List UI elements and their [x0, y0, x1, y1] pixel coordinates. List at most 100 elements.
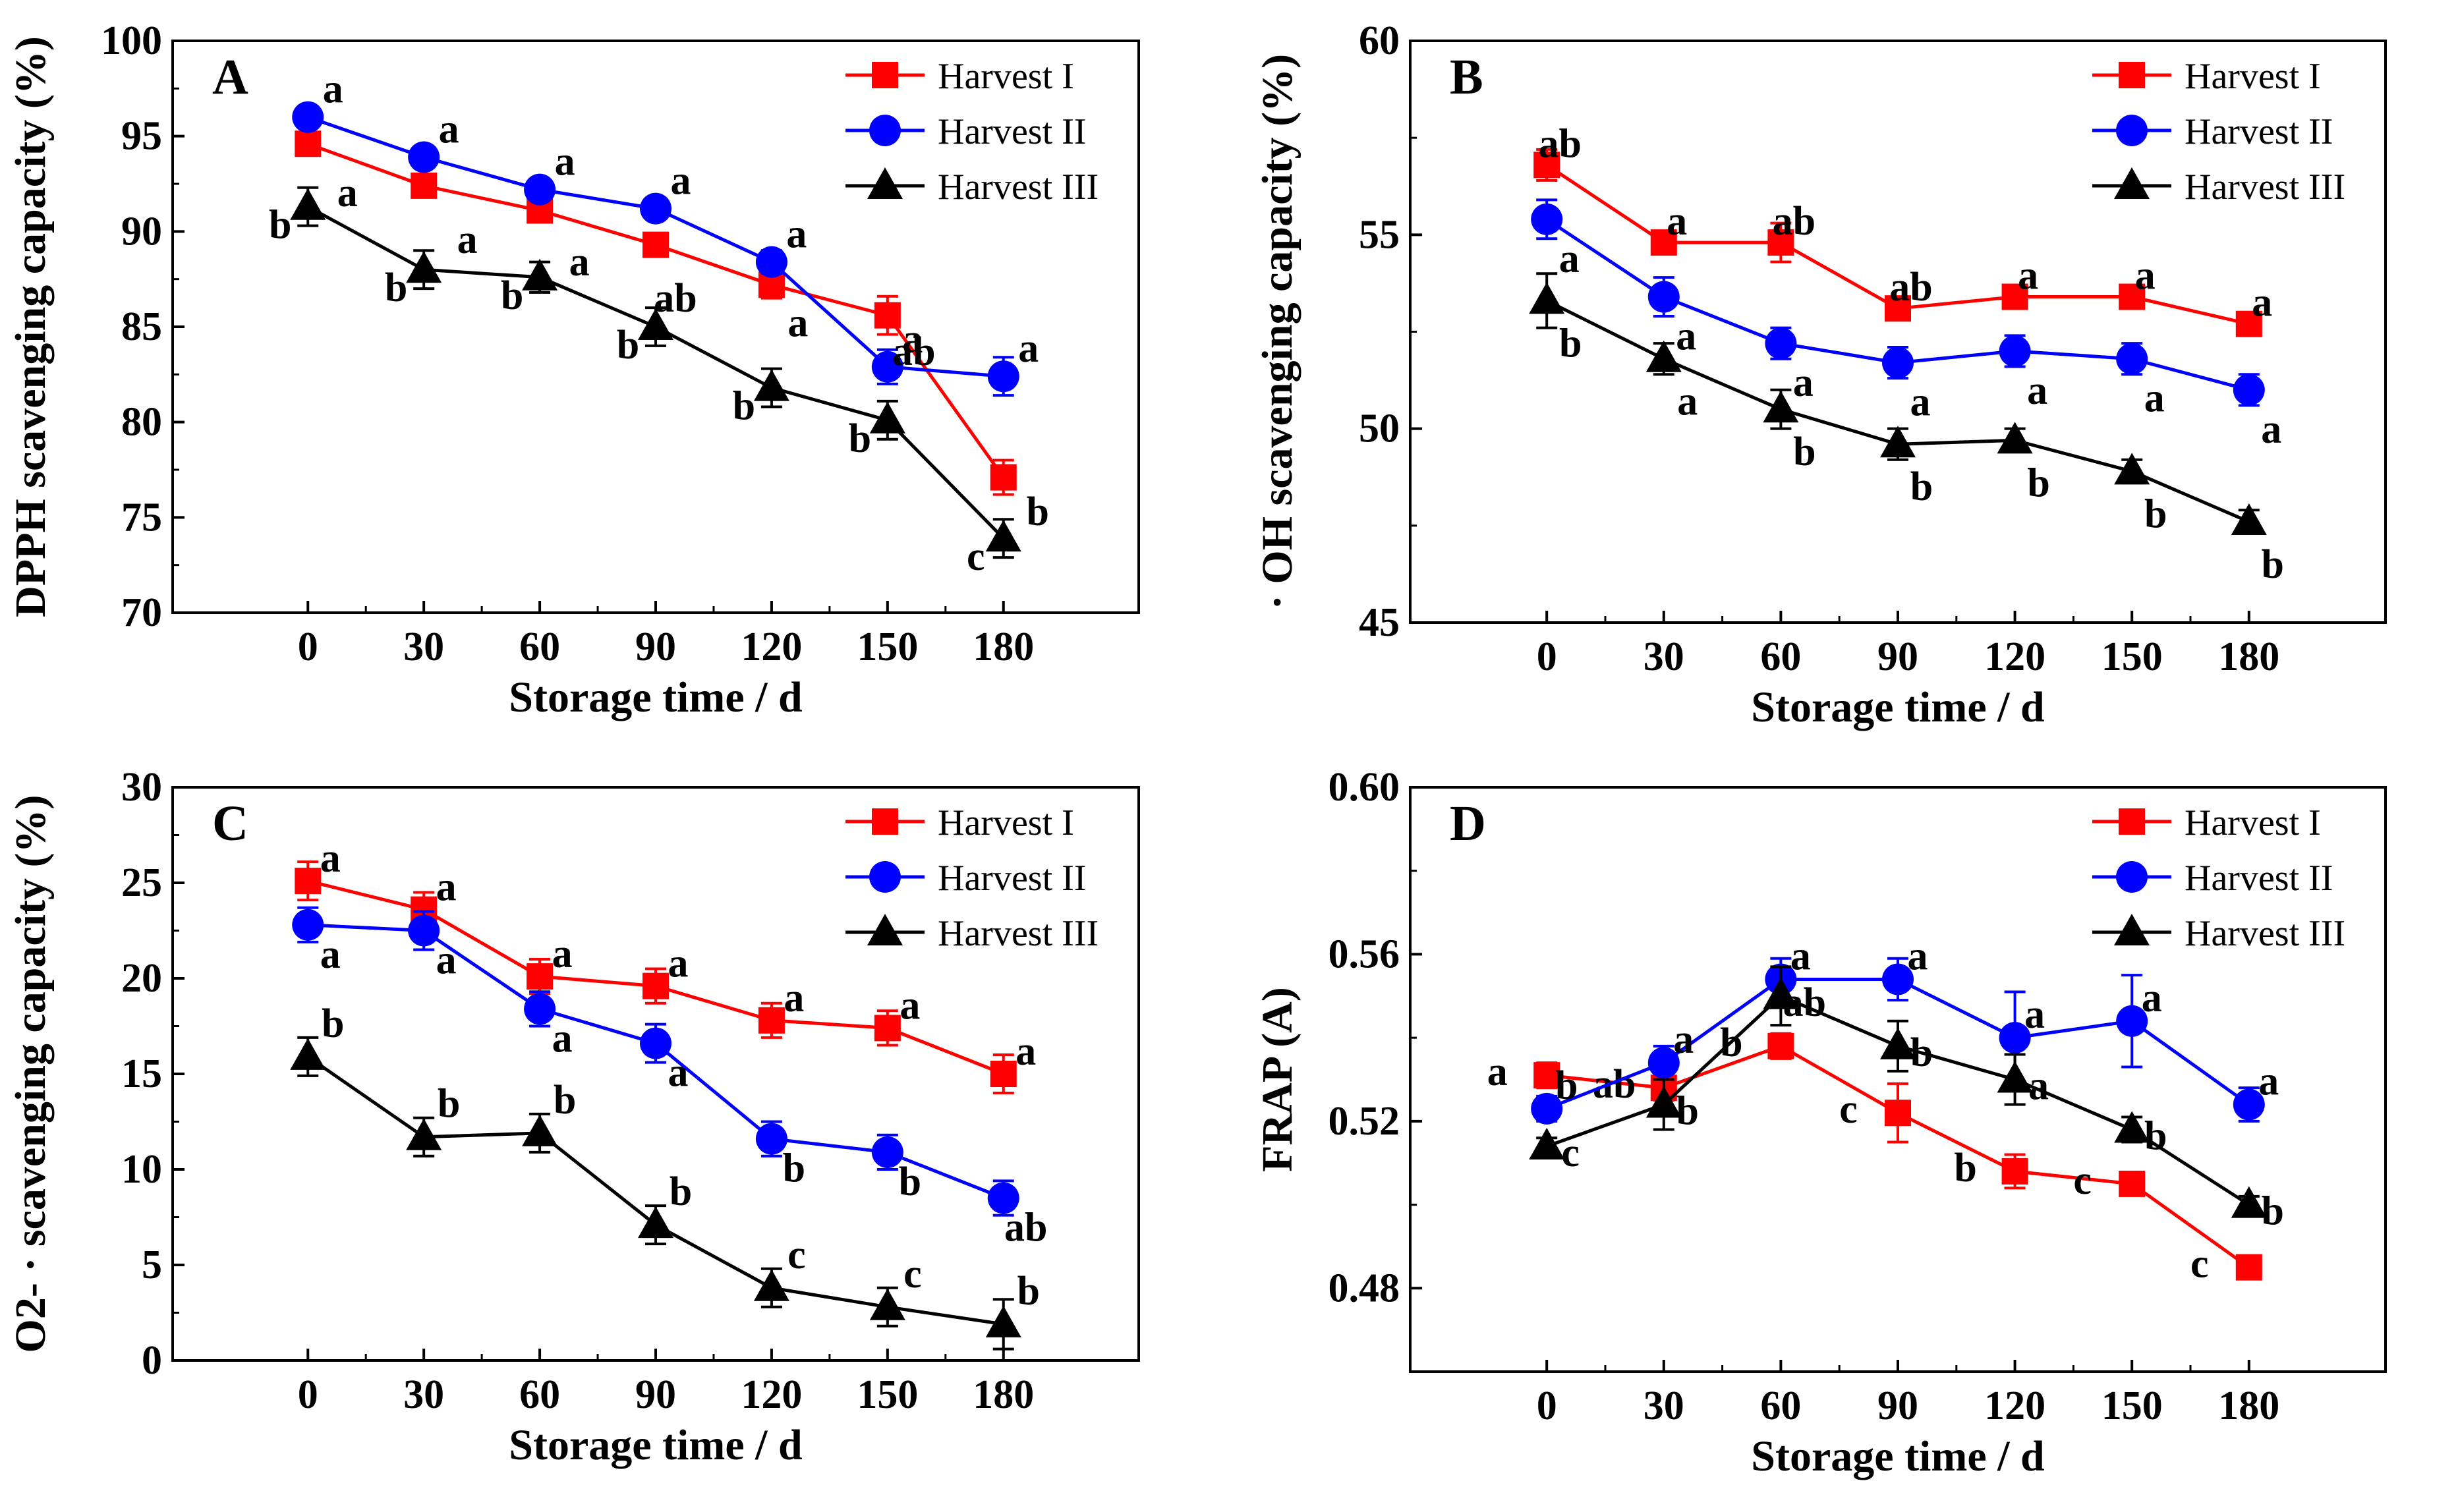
data-point-triangle: [1763, 977, 1799, 1009]
data-point-circle: [408, 141, 440, 173]
y-tick-label: 50: [1359, 406, 1400, 451]
data-point-circle: [987, 360, 1019, 393]
significance-label: a: [1487, 1050, 1508, 1094]
x-tick-label: 30: [403, 1372, 444, 1417]
data-point-circle: [1999, 335, 2031, 367]
data-point-triangle: [638, 1206, 673, 1239]
significance-label: a: [2028, 1064, 2049, 1109]
legend-marker-triangle: [867, 914, 903, 945]
data-point-square: [1533, 1062, 1560, 1089]
data-point-circle: [1531, 1092, 1563, 1125]
data-point-circle: [640, 1027, 672, 1059]
data-point-triangle: [753, 1269, 789, 1301]
significance-label: a: [552, 1016, 573, 1061]
significance-label: b: [2144, 491, 2167, 536]
significance-label: a: [457, 217, 478, 262]
y-tick-label: 0: [142, 1338, 162, 1383]
x-tick-label: 30: [403, 625, 444, 669]
data-point-square: [2119, 283, 2146, 310]
significance-label: c: [1561, 1131, 1580, 1175]
data-point-triangle: [522, 258, 558, 291]
significance-label: a: [569, 240, 590, 285]
data-point-circle: [640, 192, 672, 225]
significance-label: a: [439, 107, 459, 152]
series-harvest-ii: baa aa aa: [1531, 934, 2279, 1125]
data-point-circle: [2233, 374, 2265, 406]
significance-label: b: [783, 1146, 805, 1191]
x-tick-label: 120: [1984, 634, 2045, 679]
legend-label: Harvest I: [2185, 802, 2321, 843]
data-point-circle: [2233, 1088, 2265, 1121]
x-tick-label: 0: [298, 1372, 318, 1417]
data-point-triangle: [985, 1305, 1021, 1337]
significance-label: c: [2073, 1158, 2092, 1203]
significance-label: a: [1910, 380, 1931, 425]
legend-marker-circle: [2116, 861, 2148, 893]
legend-item: Harvest II: [2092, 111, 2333, 152]
significance-label: a: [1015, 1029, 1036, 1074]
data-point-square: [643, 231, 669, 258]
x-tick-label: 150: [857, 1372, 918, 1417]
data-point-square: [990, 464, 1017, 491]
legend-label: Harvest I: [938, 802, 1074, 843]
x-tick-label: 90: [635, 1372, 676, 1417]
data-point-triangle: [522, 1114, 558, 1146]
data-point-circle: [1999, 1022, 2031, 1054]
significance-label: a: [1559, 237, 1580, 281]
data-point-triangle: [1997, 422, 2033, 454]
data-point-triangle: [1529, 282, 1565, 314]
legend-marker-triangle: [867, 167, 903, 199]
significance-label: b: [1027, 490, 1049, 534]
significance-label: a: [320, 836, 341, 881]
significance-label: c: [967, 534, 985, 579]
data-point-triangle: [290, 1038, 326, 1070]
x-tick-label: 60: [519, 625, 560, 669]
significance-label: a: [2261, 407, 2281, 452]
data-point-square: [295, 868, 322, 895]
data-point-square: [1885, 1100, 1911, 1127]
y-tick-label: 85: [121, 304, 162, 349]
legend-item: Harvest I: [845, 802, 1074, 843]
y-tick-label: 30: [121, 765, 162, 810]
significance-label: a: [787, 300, 808, 345]
data-point-circle: [871, 350, 903, 383]
data-point-circle: [1647, 1047, 1680, 1079]
legend-label: Harvest II: [2185, 111, 2333, 152]
x-axis-title: Storage time / d: [509, 673, 802, 721]
chart-panel-A: 70 75 80 85 90 95 100 0 30 60 90 120 150 180 Storage t…: [7, 18, 1140, 721]
y-tick-label: 80: [121, 400, 162, 445]
legend-label: Harvest I: [938, 56, 1074, 97]
y-tick-label: 0.52: [1329, 1099, 1400, 1144]
data-point-square: [2235, 310, 2262, 337]
data-point-circle: [871, 1136, 903, 1168]
x-tick-label: 120: [741, 625, 802, 669]
significance-label: a: [900, 983, 920, 1028]
data-point-triangle: [2114, 453, 2150, 485]
x-tick-label: 120: [1984, 1384, 2045, 1428]
data-point-square: [2235, 1254, 2262, 1281]
data-point-triangle: [1880, 1027, 1916, 1059]
x-tick-label: 180: [973, 1372, 1034, 1417]
data-point-square: [1533, 152, 1560, 179]
significance-label: ab: [654, 276, 697, 321]
data-point-circle: [292, 101, 324, 133]
data-point-triangle: [406, 251, 442, 283]
chart-panel-C: 0 5 10 15 20 25 30 0 30 60 90 120 150 180 Storage time…: [7, 765, 1140, 1469]
data-point-circle: [1647, 281, 1680, 313]
significance-label: ab: [892, 329, 935, 374]
data-point-square: [874, 302, 901, 329]
legend-label: Harvest III: [938, 167, 1099, 208]
data-point-circle: [2116, 343, 2148, 375]
significance-label: b: [670, 1169, 692, 1214]
legend-item: Harvest I: [2092, 56, 2321, 97]
data-point-square: [2001, 283, 2028, 310]
data-point-triangle: [2231, 503, 2267, 535]
x-tick-label: 150: [2101, 634, 2163, 679]
data-point-triangle: [2114, 1111, 2150, 1143]
x-tick-label: 60: [519, 1372, 560, 1417]
data-point-triangle: [406, 1118, 442, 1150]
x-tick-label: 180: [2218, 634, 2279, 679]
data-point-circle: [755, 1123, 787, 1155]
